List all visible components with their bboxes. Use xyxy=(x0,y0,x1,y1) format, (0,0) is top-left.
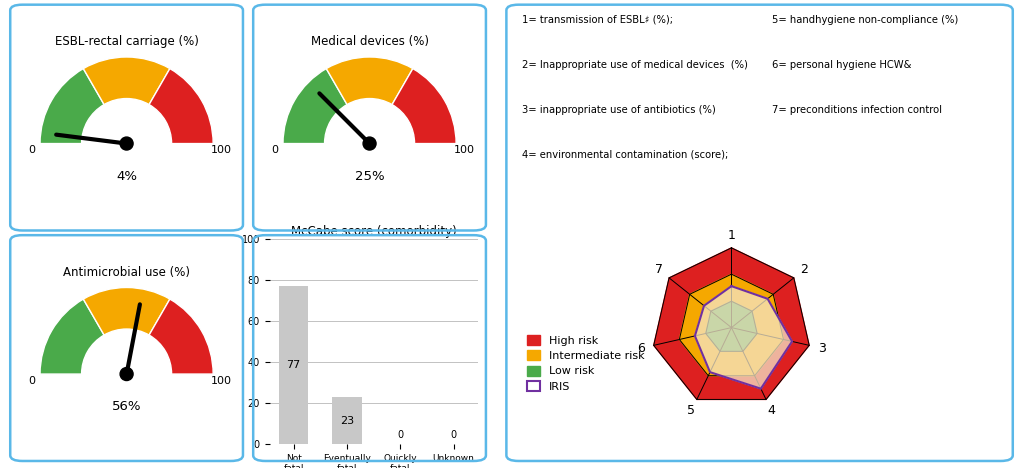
Text: 25%: 25% xyxy=(355,170,385,183)
Text: 0: 0 xyxy=(28,376,35,386)
Wedge shape xyxy=(83,287,170,335)
Title: Antimicrobial use (%): Antimicrobial use (%) xyxy=(63,266,190,279)
Text: 7: 7 xyxy=(655,263,663,277)
Wedge shape xyxy=(40,299,104,374)
Text: 3= inappropriate use of antibiotics (%): 3= inappropriate use of antibiotics (%) xyxy=(522,105,715,115)
Text: 5= handhygiene non-compliance (%): 5= handhygiene non-compliance (%) xyxy=(772,15,959,25)
Text: 0: 0 xyxy=(397,430,403,440)
Text: 1= transmission of ESBL♯ (%);: 1= transmission of ESBL♯ (%); xyxy=(522,15,672,25)
Text: 2: 2 xyxy=(800,263,808,277)
Wedge shape xyxy=(149,299,213,374)
Text: 4= environmental contamination (score);: 4= environmental contamination (score); xyxy=(522,150,727,160)
Wedge shape xyxy=(40,69,104,144)
Title: McCabe score (comorbidity): McCabe score (comorbidity) xyxy=(291,225,456,238)
Legend: High risk, Intermediate risk, Low risk, IRIS: High risk, Intermediate risk, Low risk, … xyxy=(522,331,649,396)
Text: 100: 100 xyxy=(454,146,476,155)
Text: 6= personal hygiene HCW&: 6= personal hygiene HCW& xyxy=(772,60,911,70)
Circle shape xyxy=(120,367,133,380)
Polygon shape xyxy=(679,274,784,376)
Title: Medical devices (%): Medical devices (%) xyxy=(311,36,429,48)
Polygon shape xyxy=(706,301,757,351)
Text: 4: 4 xyxy=(767,404,775,417)
Wedge shape xyxy=(149,69,213,144)
Text: 100: 100 xyxy=(212,146,232,155)
Bar xyxy=(332,397,362,444)
Text: 3: 3 xyxy=(817,342,826,355)
Text: 0: 0 xyxy=(450,430,456,440)
Wedge shape xyxy=(283,69,347,144)
Circle shape xyxy=(363,137,376,150)
Wedge shape xyxy=(392,69,456,144)
Text: 5: 5 xyxy=(687,404,696,417)
Text: 0: 0 xyxy=(28,146,35,155)
Title: ESBL-rectal carriage (%): ESBL-rectal carriage (%) xyxy=(54,36,198,48)
Text: 2= Inappropriate use of medical devices  (%): 2= Inappropriate use of medical devices … xyxy=(522,60,748,70)
Text: 77: 77 xyxy=(286,360,301,370)
Text: 0: 0 xyxy=(271,146,278,155)
Text: 56%: 56% xyxy=(112,401,141,413)
Polygon shape xyxy=(654,248,809,399)
Wedge shape xyxy=(326,57,413,104)
Text: 23: 23 xyxy=(340,416,354,425)
Text: 4%: 4% xyxy=(116,170,137,183)
Wedge shape xyxy=(83,57,170,104)
Text: 7= preconditions infection control: 7= preconditions infection control xyxy=(772,105,942,115)
Polygon shape xyxy=(695,286,792,388)
Text: 1: 1 xyxy=(727,228,736,241)
Text: 6: 6 xyxy=(637,342,646,355)
Circle shape xyxy=(120,137,133,150)
Text: 100: 100 xyxy=(212,376,232,386)
Bar xyxy=(279,286,308,444)
